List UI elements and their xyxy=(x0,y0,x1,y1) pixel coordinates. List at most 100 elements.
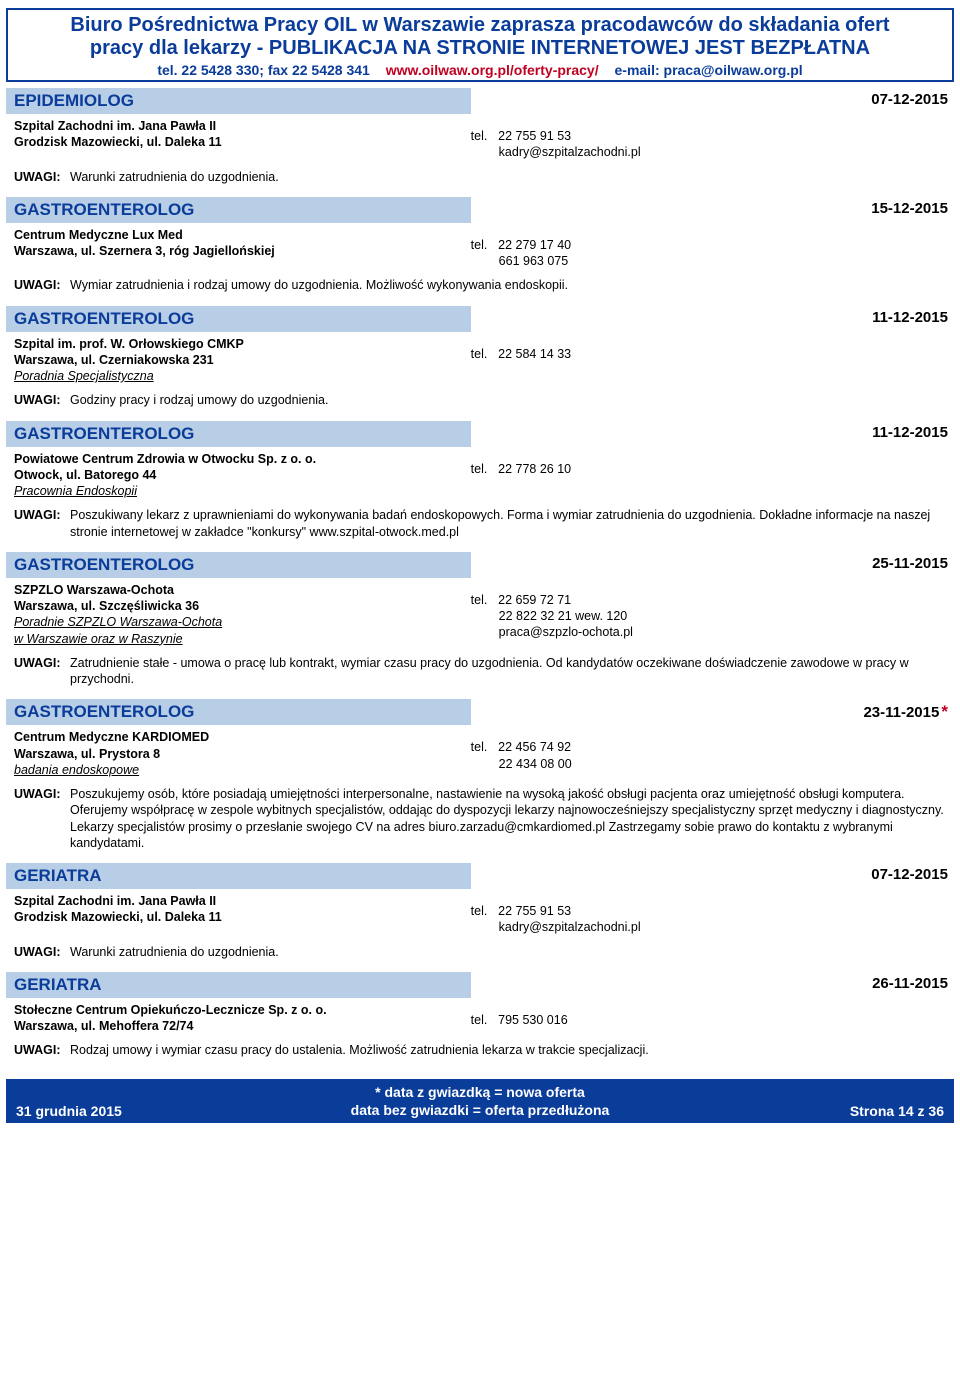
employer-block: Centrum Medyczne KARDIOMEDWarszawa, ul. … xyxy=(14,729,471,778)
employer-block: Szpital im. prof. W. Orłowskiego CMKPWar… xyxy=(14,336,471,385)
employer-block: Szpital Zachodni im. Jana Pawła IIGrodzi… xyxy=(14,893,471,936)
contact-tel: tel. 22 659 72 71 xyxy=(471,592,946,608)
employer-name: Stołeczne Centrum Opiekuńczo-Lecznicze S… xyxy=(14,1002,471,1018)
employer-address: Grodzisk Mazowiecki, ul. Daleka 11 xyxy=(14,134,471,150)
header-title-line1: Biuro Pośrednictwa Pracy OIL w Warszawie… xyxy=(14,14,946,37)
remarks-text: Warunki zatrudnienia do uzgodnienia. xyxy=(70,944,946,960)
remarks-text: Rodzaj umowy i wymiar czasu pracy do ust… xyxy=(70,1042,946,1058)
tel-value: 22 279 17 40 xyxy=(495,238,571,252)
department-line2: w Warszawie oraz w Raszynie xyxy=(14,631,471,647)
tel-value: 795 530 016 xyxy=(495,1013,568,1027)
remarks-text: Warunki zatrudnienia do uzgodnienia. xyxy=(70,169,946,185)
job-listing: GASTROENTEROLOG15-12-2015Centrum Medyczn… xyxy=(6,197,954,304)
remarks: UWAGI:Godziny pracy i rodzaj umowy do uz… xyxy=(6,386,954,418)
contact-tel: tel. 22 456 74 92 xyxy=(471,739,946,755)
employer-block: Powiatowe Centrum Zdrowia w Otwocku Sp. … xyxy=(14,451,471,500)
remarks-text: Wymiar zatrudnienia i rodzaj umowy do uz… xyxy=(70,277,946,293)
contact-tel: tel. 22 584 14 33 xyxy=(471,346,946,362)
listing-body: Powiatowe Centrum Zdrowia w Otwocku Sp. … xyxy=(6,447,954,502)
contact-line: kadry@szpitalzachodni.pl xyxy=(471,919,946,935)
tel-value: 22 755 91 53 xyxy=(495,129,571,143)
employer-name: Centrum Medyczne Lux Med xyxy=(14,227,471,243)
footer-date: 31 grudnia 2015 xyxy=(6,1079,243,1123)
listing-body: Szpital Zachodni im. Jana Pawła IIGrodzi… xyxy=(6,889,954,938)
job-listing: GASTROENTEROLOG 23-11-2015* Centrum Medycz… xyxy=(6,699,954,861)
department: Poradnia Specjalistyczna xyxy=(14,368,471,384)
remarks: UWAGI:Rodzaj umowy i wymiar czasu pracy … xyxy=(6,1036,954,1068)
contact-block: tel. 22 778 26 10 xyxy=(471,451,946,500)
listing-body: Szpital Zachodni im. Jana Pawła IIGrodzi… xyxy=(6,114,954,163)
tel-value: 22 584 14 33 xyxy=(495,347,571,361)
department: badania endoskopowe xyxy=(14,762,471,778)
listing-titlebar: GERIATRA 07-12-2015 xyxy=(6,863,954,889)
contact-line: kadry@szpitalzachodni.pl xyxy=(471,144,946,160)
employer-address: Warszawa, ul. Czerniakowska 231 xyxy=(14,352,471,368)
employer-name: Szpital im. prof. W. Orłowskiego CMKP xyxy=(14,336,471,352)
job-listing: GASTROENTEROLOG25-11-2015SZPZLO Warszawa… xyxy=(6,552,954,698)
remarks: UWAGI:Warunki zatrudnienia do uzgodnieni… xyxy=(6,163,954,195)
page-footer: 31 grudnia 2015 * data z gwiazdką = nowa… xyxy=(6,1079,954,1123)
remarks: UWAGI:Poszukujemy osób, które posiadają … xyxy=(6,780,954,861)
listing-titlebar: EPIDEMIOLOG 07-12-2015 xyxy=(6,88,954,114)
listing-title: GASTROENTEROLOG xyxy=(6,552,471,578)
job-listing: GASTROENTEROLOG11-12-2015 Powiatowe Centr… xyxy=(6,421,954,550)
remarks-label: UWAGI: xyxy=(14,392,70,408)
listing-title: GERIATRA xyxy=(6,972,471,998)
listing-date: 15-12-2015 xyxy=(783,197,954,223)
listing-titlebar: GASTROENTEROLOG11-12-2015 xyxy=(6,306,954,332)
header-phone: tel. 22 5428 330; fax 22 5428 341 xyxy=(157,62,370,78)
tel-label: tel. xyxy=(471,346,495,362)
employer-name: SZPZLO Warszawa-Ochota xyxy=(14,582,471,598)
tel-label: tel. xyxy=(471,128,495,144)
employer-address: Otwock, ul. Batorego 44 xyxy=(14,467,471,483)
footer-legend-line1: * data z gwiazdką = nowa oferta xyxy=(253,1083,707,1101)
contact-tel: tel. 22 279 17 40 xyxy=(471,237,946,253)
listing-title: EPIDEMIOLOG xyxy=(6,88,471,114)
page-header: Biuro Pośrednictwa Pracy OIL w Warszawie… xyxy=(6,8,954,82)
listing-body: Centrum Medyczne KARDIOMEDWarszawa, ul. … xyxy=(6,725,954,780)
listing-date: 25-11-2015 xyxy=(783,552,954,578)
listing-titlebar: GASTROENTEROLOG11-12-2015 xyxy=(6,421,954,447)
job-listing: GERIATRA 07-12-2015 Szpital Zachodni im. J… xyxy=(6,863,954,970)
department: Poradnie SZPZLO Warszawa-Ochota xyxy=(14,614,471,630)
listing-body: Szpital im. prof. W. Orłowskiego CMKPWar… xyxy=(6,332,954,387)
tel-value: 22 755 91 53 xyxy=(495,904,571,918)
contact-block: tel. 22 279 17 40661 963 075 xyxy=(471,227,946,270)
employer-address: Warszawa, ul. Szczęśliwicka 36 xyxy=(14,598,471,614)
tel-label: tel. xyxy=(471,1012,495,1028)
remarks-label: UWAGI: xyxy=(14,277,70,293)
listing-date: 11-12-2015 xyxy=(783,306,954,332)
tel-value: 22 456 74 92 xyxy=(495,740,571,754)
listing-body: Stołeczne Centrum Opiekuńczo-Lecznicze S… xyxy=(6,998,954,1037)
listing-title: GERIATRA xyxy=(6,863,471,889)
tel-label: tel. xyxy=(471,739,495,755)
contact-tel: tel. 795 530 016 xyxy=(471,1012,946,1028)
listing-body: Centrum Medyczne Lux MedWarszawa, ul. Sz… xyxy=(6,223,954,272)
listing-titlebar: GASTROENTEROLOG 23-11-2015* xyxy=(6,699,954,725)
contact-line: 22 822 32 21 wew. 120 xyxy=(471,608,946,624)
listing-title: GASTROENTEROLOG xyxy=(6,197,471,223)
listing-body: SZPZLO Warszawa-OchotaWarszawa, ul. Szcz… xyxy=(6,578,954,649)
remarks-label: UWAGI: xyxy=(14,944,70,960)
employer-name: Powiatowe Centrum Zdrowia w Otwocku Sp. … xyxy=(14,451,471,467)
listing-title: GASTROENTEROLOG xyxy=(6,699,471,725)
tel-value: 22 659 72 71 xyxy=(495,593,571,607)
employer-address: Grodzisk Mazowiecki, ul. Daleka 11 xyxy=(14,909,471,925)
listing-date: 07-12-2015 xyxy=(783,88,954,114)
contact-block: tel. 795 530 016 xyxy=(471,1002,946,1035)
employer-address: Warszawa, ul. Szernera 3, róg Jagiellońs… xyxy=(14,243,471,259)
remarks: UWAGI:Zatrudnienie stałe - umowa o pracę… xyxy=(6,649,954,698)
star-icon: * xyxy=(941,702,948,721)
remarks-label: UWAGI: xyxy=(14,655,70,688)
listing-date: 26-11-2015 xyxy=(783,972,954,998)
remarks-text: Poszukujemy osób, które posiadają umieję… xyxy=(70,786,946,851)
header-url[interactable]: www.oilwaw.org.pl/oferty-pracy/ xyxy=(386,62,599,78)
header-email: e-mail: praca@oilwaw.org.pl xyxy=(615,62,803,78)
listing-titlebar: GERIATRA 26-11-2015 xyxy=(6,972,954,998)
listing-date: 07-12-2015 xyxy=(783,863,954,889)
job-listing: GASTROENTEROLOG11-12-2015 Szpital im. pro… xyxy=(6,306,954,419)
footer-page-number: Strona 14 z 36 xyxy=(717,1079,954,1123)
remarks: UWAGI:Poszukiwany lekarz z uprawnieniami… xyxy=(6,501,954,550)
listing-date: 23-11-2015* xyxy=(783,699,954,725)
contact-line: 661 963 075 xyxy=(471,253,946,269)
